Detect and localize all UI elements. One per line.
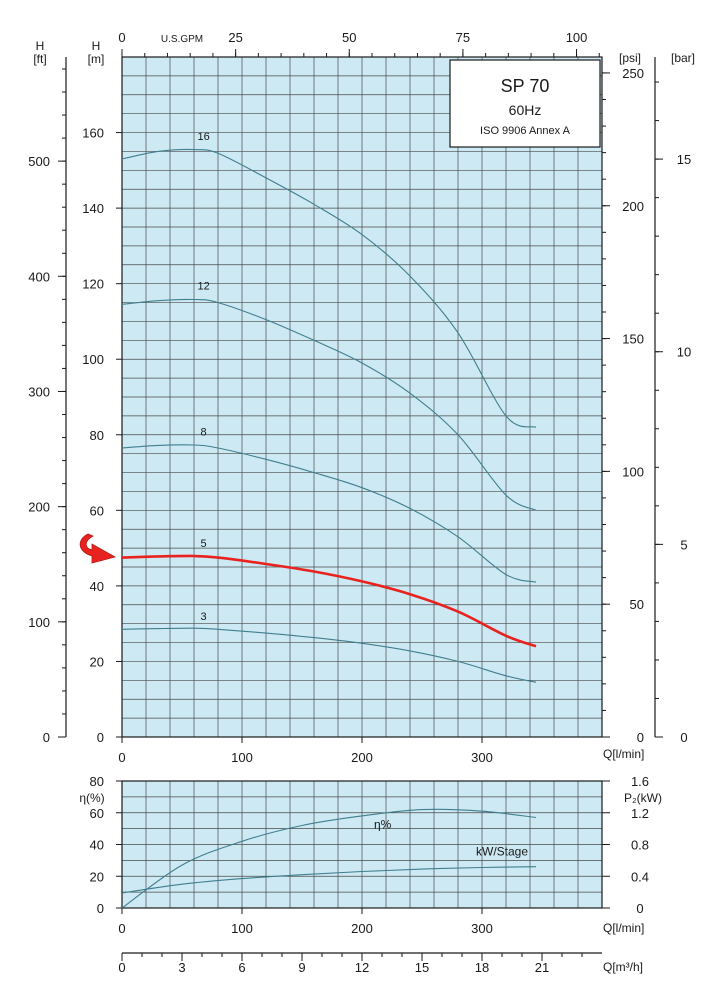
m3h-tick-label: 18 — [475, 960, 489, 975]
head-ft-tick-label: 400 — [28, 269, 50, 284]
kw-tick-label: 0.4 — [631, 869, 649, 884]
psi-tick-label: 100 — [622, 464, 644, 479]
psi-tick-label: 200 — [622, 199, 644, 214]
head-ft-tick-label: 200 — [28, 500, 50, 515]
head-m-letter: H — [92, 39, 101, 53]
m3h-tick-label: 21 — [535, 960, 549, 975]
gpm-tick-label: 50 — [342, 30, 356, 45]
head-m-tick-label: 20 — [90, 654, 104, 669]
curve-label-stage-12: 12 — [197, 280, 209, 292]
kw-tick-label: 0.8 — [631, 838, 649, 853]
gpm-tick-label: 25 — [228, 30, 242, 45]
head-ft-unit: [ft] — [33, 52, 46, 66]
m3h-tick-label: 0 — [118, 960, 125, 975]
flow-tick-label: 100 — [231, 750, 253, 765]
head-m-tick-label: 120 — [82, 277, 104, 292]
m3h-tick-label: 12 — [355, 960, 369, 975]
psi-tick-label: 150 — [622, 332, 644, 347]
kw-tick-label: 1.6 — [631, 774, 649, 789]
gpm-tick-label: 75 — [456, 30, 470, 45]
head-m-unit: [m] — [88, 52, 105, 66]
arrow-icon — [79, 533, 117, 564]
m3h-tick-label: 9 — [298, 960, 305, 975]
m3h-tick-label: 3 — [178, 960, 185, 975]
eta-tick-label: 40 — [90, 838, 104, 853]
head-curve-stage-5 — [121, 554, 537, 648]
lower-flow-tick-label: 0 — [118, 921, 125, 936]
curve-label-stage-3: 3 — [201, 611, 207, 623]
gpm-unit: U.S.GPM — [161, 34, 203, 45]
curve-label-stage-8: 8 — [201, 427, 207, 439]
m3h-tick-label: 6 — [238, 960, 245, 975]
bar-tick-label: 15 — [677, 152, 691, 167]
head-ft-tick-label: 500 — [28, 154, 50, 169]
p2-unit: P₂(kW) — [624, 791, 662, 805]
flow-m3h-unit: Q[m³/h] — [603, 960, 643, 974]
eta-tick-label: 0 — [97, 901, 104, 916]
power-curve — [121, 866, 537, 894]
eta-tick-label: 20 — [90, 869, 104, 884]
bar-tick-label: 5 — [680, 537, 687, 552]
eta-unit: η(%) — [79, 791, 104, 805]
highlight-arrow — [79, 533, 117, 564]
head-m-tick-label: 160 — [82, 126, 104, 141]
head-curve-stage-16 — [121, 148, 537, 428]
gpm-tick-label: 0 — [118, 30, 125, 45]
m3h-tick-label: 15 — [415, 960, 429, 975]
bar-tick-label: 0 — [680, 730, 687, 745]
gpm-tick-label: 100 — [566, 30, 588, 45]
head-m-tick-label: 100 — [82, 352, 104, 367]
kw-tick-label: 0 — [636, 901, 643, 916]
head-m-tick-label: 80 — [90, 428, 104, 443]
head-curve-stage-12 — [121, 298, 537, 511]
eta-tick-label: 80 — [90, 774, 104, 789]
head-ft-letter: H — [36, 39, 45, 53]
psi-unit: [psi] — [619, 51, 641, 65]
efficiency-power-plot: 0 20 40 60 80 0 0.4 0.8 1.2 1.6 0 100 200 300 0 3 6 9 12 15… — [90, 774, 650, 975]
flow-lmin-unit-upper: Q[l/min] — [603, 747, 644, 761]
title-model: SP 70 — [501, 76, 550, 96]
flow-tick-label: 200 — [351, 750, 373, 765]
psi-tick-label: 0 — [637, 730, 644, 745]
psi-tick-label: 50 — [630, 597, 644, 612]
head-m-tick-label: 40 — [90, 579, 104, 594]
units-labels: H [ft] H [m] U.S.GPM [psi] [bar] Q[l/min… — [33, 34, 695, 974]
head-curve-stage-8 — [121, 444, 537, 583]
title-standard: ISO 9906 Annex A — [480, 125, 571, 137]
series-label: kW/Stage — [476, 845, 528, 859]
curve-label-stage-5: 5 — [201, 538, 207, 550]
head-ft-tick-label: 0 — [43, 730, 50, 745]
flow-tick-label: 0 — [118, 750, 125, 765]
flow-lmin-unit-lower: Q[l/min] — [603, 921, 644, 935]
title-box: SP 70 60Hz ISO 9906 Annex A — [449, 59, 601, 148]
lower-flow-tick-label: 200 — [351, 921, 373, 936]
curve-label-stage-16: 16 — [197, 131, 209, 143]
head-m-tick-label: 140 — [82, 201, 104, 216]
efficiency-curve — [121, 808, 537, 909]
title-box-frame — [449, 59, 601, 148]
flow-tick-label: 300 — [471, 750, 493, 765]
kw-tick-label: 1.2 — [631, 806, 649, 821]
bar-tick-label: 10 — [677, 345, 691, 360]
title-frequency: 60Hz — [509, 102, 542, 118]
lower-flow-tick-label: 300 — [471, 921, 493, 936]
eta-tick-label: 60 — [90, 806, 104, 821]
head-ft-tick-label: 100 — [28, 615, 50, 630]
lower-flow-tick-label: 100 — [231, 921, 253, 936]
bar-unit: [bar] — [671, 51, 695, 65]
psi-tick-label: 250 — [622, 66, 644, 81]
series-label: η% — [374, 818, 392, 832]
head-m-tick-label: 0 — [97, 730, 104, 745]
head-curve-stage-3 — [121, 627, 537, 683]
head-ft-tick-label: 300 — [28, 384, 50, 399]
head-m-tick-label: 60 — [90, 503, 104, 518]
